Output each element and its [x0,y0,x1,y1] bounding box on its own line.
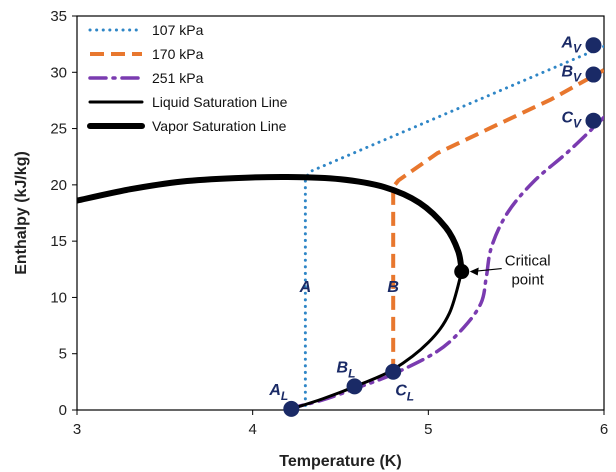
series-line-4 [289,270,464,410]
legend-label-5: Vapor Saturation Line [152,118,287,134]
state-point-AV [585,37,602,54]
state-point-subscript: V [573,117,582,131]
state-point-BL [346,378,363,395]
state-point-label: CV [561,110,582,131]
state-point-CL [385,363,402,380]
state-point-label: BV [561,64,582,85]
y-tick-label: 5 [59,346,67,363]
path-label-A: A [299,279,312,296]
y-tick-label: 20 [50,177,67,194]
series-line-5 [77,173,465,275]
critical-point-label-line1: Critical [505,253,551,270]
state-point-label: AV [560,34,582,55]
y-tick-label: 15 [50,233,67,250]
state-point-subscript: L [281,389,288,403]
state-point-subscript: L [407,390,414,404]
x-tick-label: 3 [73,421,81,438]
y-tick-label: 35 [50,8,67,25]
state-point-CV [585,112,602,129]
state-point-subscript: V [573,71,582,85]
legend-label-4: Liquid Saturation Line [152,94,288,110]
y-tick-label: 30 [50,64,67,81]
state-point-BV [585,66,602,83]
y-tick-label: 0 [59,402,67,419]
axes: 3 4 5 6 0 5 10 15 20 25 30 35 [50,8,608,438]
x-tick-label: 4 [248,421,256,438]
legend-label-3: 251 kPa [152,70,204,86]
y-axis-title: Enthalpy (kJ/kg) [13,151,30,275]
state-point-subscript: V [573,41,582,55]
critical-point-arrow-head [469,267,479,276]
x-tick-label: 6 [600,421,608,438]
critical-point-label-line2: point [511,272,544,289]
state-point-label: CL [395,383,414,404]
state-point-AL [283,400,300,417]
legend-label-2: 170 kPa [152,46,204,62]
annotations: A B Critical point [299,253,551,296]
x-tick-label: 5 [424,421,432,438]
state-point-label: AL [268,382,288,403]
legend: 107 kPa 170 kPa 251 kPa Liquid Saturation L… [87,22,288,134]
series-line-1 [303,44,604,407]
path-label-B: B [387,279,399,296]
critical-point-marker [454,264,470,280]
legend-label-1: 107 kPa [152,22,204,38]
state-point-label: BL [337,359,356,380]
y-tick-label: 10 [50,289,67,306]
y-tick-label: 25 [50,121,67,138]
state-point-subscript: L [348,366,355,380]
x-axis-title: Temperature (K) [279,453,401,470]
plot-frame [76,15,605,411]
series-line-2 [391,68,604,373]
